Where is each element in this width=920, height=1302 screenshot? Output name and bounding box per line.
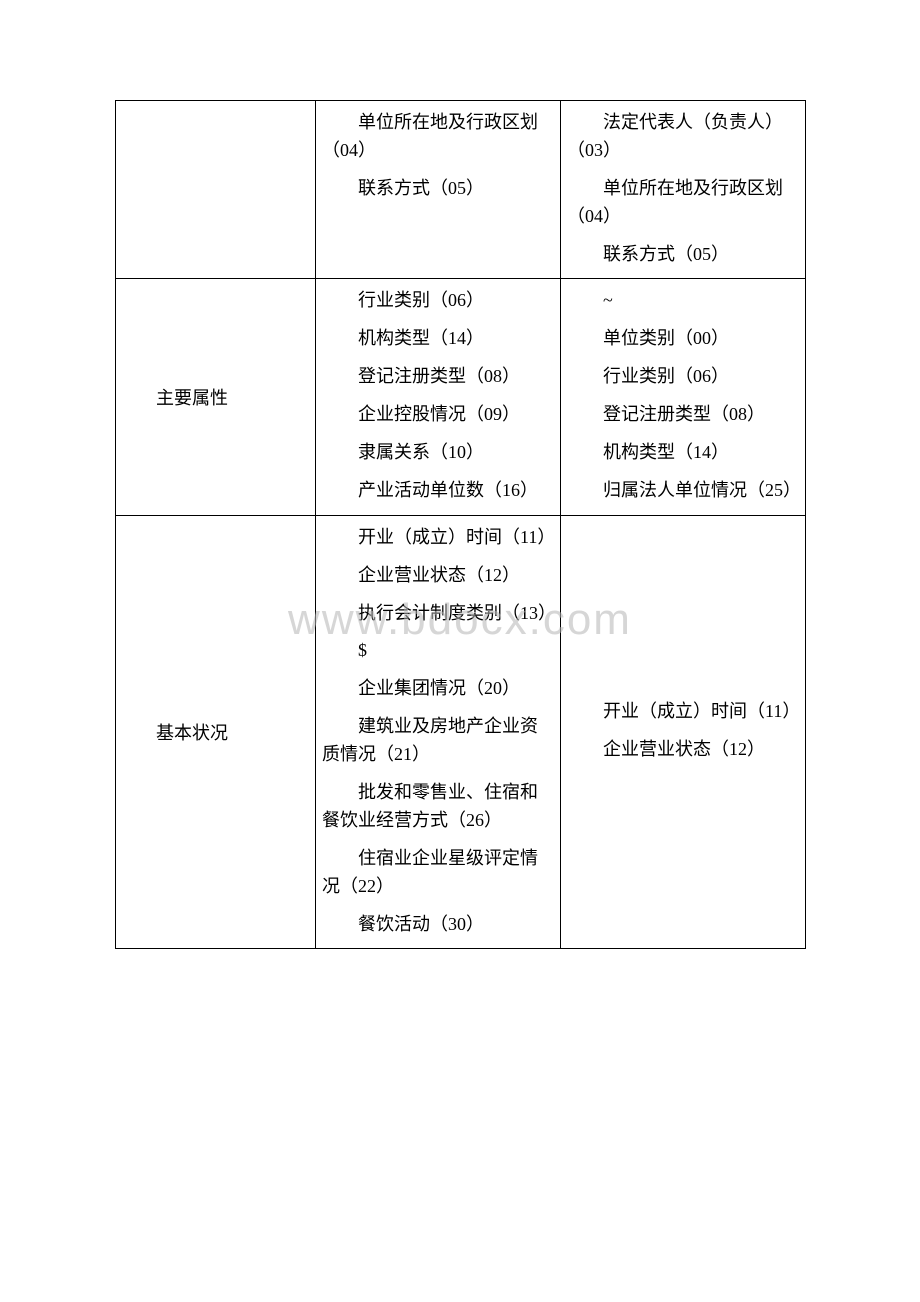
list-item: 单位所在地及行政区划（04） xyxy=(567,175,799,231)
list-item: 单位所在地及行政区划（04） xyxy=(322,109,554,165)
row-label-cell: 基本状况 xyxy=(116,515,316,949)
list-item: 机构类型（14） xyxy=(567,439,799,467)
list-item: 企业控股情况（09） xyxy=(322,401,554,429)
row-col2-cell: 开业（成立）时间（11） 企业营业状态（12） 执行会计制度类别（13） $ 企… xyxy=(316,515,561,949)
list-item: 联系方式（05） xyxy=(322,175,554,203)
table-row: 基本状况 开业（成立）时间（11） 企业营业状态（12） 执行会计制度类别（13… xyxy=(116,515,806,949)
row-col2-cell: 行业类别（06） 机构类型（14） 登记注册类型（08） 企业控股情况（09） … xyxy=(316,279,561,515)
row-label-cell: 主要属性 xyxy=(116,279,316,515)
list-item: 机构类型（14） xyxy=(322,325,554,353)
row-label-cell xyxy=(116,101,316,279)
list-item: 企业营业状态（12） xyxy=(322,562,554,590)
table-row: 主要属性 行业类别（06） 机构类型（14） 登记注册类型（08） 企业控股情况… xyxy=(116,279,806,515)
row-label: 基本状况 xyxy=(156,723,228,743)
document-page: 单位所在地及行政区划（04） 联系方式（05） 法定代表人（负责人）（03） 单… xyxy=(0,0,920,1049)
list-item: 归属法人单位情况（25） xyxy=(567,477,799,505)
list-item: ~ xyxy=(567,287,799,315)
list-item: 企业集团情况（20） xyxy=(322,675,554,703)
list-item: 执行会计制度类别（13） xyxy=(322,600,554,628)
list-item: 隶属关系（10） xyxy=(322,439,554,467)
list-item: 餐饮活动（30） xyxy=(322,911,554,939)
list-item: 开业（成立）时间（11） xyxy=(567,698,799,726)
list-item: 建筑业及房地产企业资质情况（21） xyxy=(322,713,554,769)
row-col3-cell: 法定代表人（负责人）（03） 单位所在地及行政区划（04） 联系方式（05） xyxy=(561,101,806,279)
list-item: 联系方式（05） xyxy=(567,241,799,269)
list-item: 登记注册类型（08） xyxy=(322,363,554,391)
list-item: 单位类别（00） xyxy=(567,325,799,353)
list-item: 行业类别（06） xyxy=(322,287,554,315)
list-item: 行业类别（06） xyxy=(567,363,799,391)
table-row: 单位所在地及行政区划（04） 联系方式（05） 法定代表人（负责人）（03） 单… xyxy=(116,101,806,279)
row-col2-cell: 单位所在地及行政区划（04） 联系方式（05） xyxy=(316,101,561,279)
list-item: 企业营业状态（12） xyxy=(567,736,799,764)
row-label: 主要属性 xyxy=(156,388,228,408)
row-col3-cell: 开业（成立）时间（11） 企业营业状态（12） xyxy=(561,515,806,949)
list-item: 住宿业企业星级评定情况（22） xyxy=(322,845,554,901)
list-item: 开业（成立）时间（11） xyxy=(322,524,554,552)
list-item: 法定代表人（负责人）（03） xyxy=(567,109,799,165)
row-col3-cell: ~ 单位类别（00） 行业类别（06） 登记注册类型（08） 机构类型（14） … xyxy=(561,279,806,515)
list-item: 批发和零售业、住宿和餐饮业经营方式（26） xyxy=(322,779,554,835)
list-item: $ xyxy=(322,637,554,665)
list-item: 产业活动单位数（16） xyxy=(322,477,554,505)
list-item: 登记注册类型（08） xyxy=(567,401,799,429)
attribute-table: 单位所在地及行政区划（04） 联系方式（05） 法定代表人（负责人）（03） 单… xyxy=(115,100,806,949)
